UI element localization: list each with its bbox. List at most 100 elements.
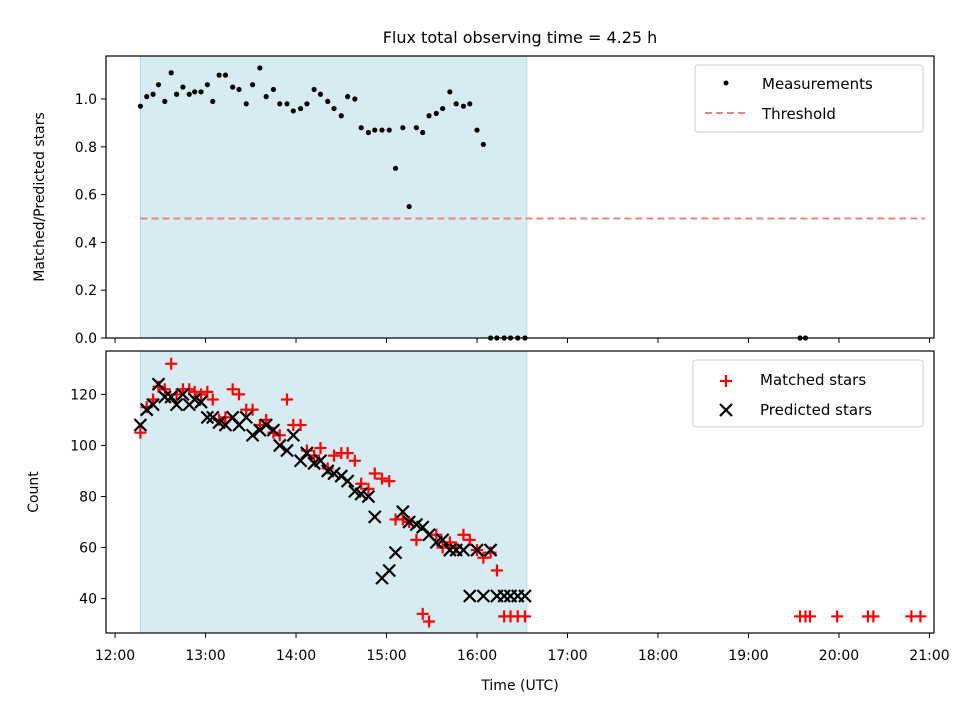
measurement-point: [290, 108, 296, 114]
measurement-point: [168, 70, 174, 76]
measurement-point: [400, 125, 406, 131]
predicted-point: [146, 397, 160, 412]
matched-point: [376, 472, 388, 485]
top-measurements: [137, 65, 809, 341]
bottom-ytick-label: 40: [79, 592, 97, 608]
top-ytick-label: 0.4: [75, 235, 97, 251]
predicted-point: [518, 589, 532, 603]
matched-point: [463, 533, 476, 546]
measurement-point: [137, 103, 143, 109]
matched-point: [383, 475, 396, 488]
measurement-point: [325, 98, 331, 105]
bottom-xtick-label: 17:00: [547, 648, 587, 664]
top-ytick-label: 0.2: [75, 283, 97, 299]
measurement-point: [243, 101, 249, 107]
measurement-point: [249, 82, 256, 88]
measurement-point: [474, 127, 480, 133]
predicted-point: [382, 563, 397, 578]
bottom-axes-frame: [105, 350, 935, 634]
matched-point: [348, 454, 361, 467]
measurement-point: [263, 94, 269, 100]
measurement-point: [198, 89, 204, 95]
top-ylabel: Matched/Predicted stars: [32, 112, 48, 282]
measurement-point: [420, 129, 426, 136]
predicted-point: [133, 418, 148, 432]
measurement-point: [230, 84, 236, 90]
measurement-point: [447, 89, 453, 95]
measurement-point: [365, 129, 372, 136]
measurement-point: [406, 203, 412, 210]
top-yticks: 0.0 0.2 0.4 0.6 0.8 1.0: [75, 92, 106, 347]
bottom-xtick-label: 12:00: [95, 648, 135, 664]
bottom-xtick-label: 20:00: [819, 648, 859, 664]
measurement-point: [180, 84, 186, 90]
matched-point: [294, 419, 307, 432]
predicted-point: [456, 543, 471, 557]
top-legend: Measurements Threshold: [694, 64, 924, 133]
matched-point: [423, 615, 436, 628]
predicted-point: [158, 390, 172, 404]
measurement-point: [162, 98, 168, 105]
predicted-point: [367, 510, 382, 524]
top-ytick-label: 0.6: [75, 188, 97, 204]
matched-point: [134, 426, 147, 439]
predicted-point: [245, 428, 260, 442]
legend-measurements-label: Measurements: [762, 75, 873, 93]
measurement-point: [150, 91, 156, 97]
measurement-point: [386, 127, 392, 133]
predicted-point: [462, 589, 477, 603]
measurement-point: [270, 86, 277, 93]
measurement-point: [155, 82, 162, 88]
bottom-axes: 40 60 80 100 120 12:00 13:00 14:00 15:00 16:00 17…: [26, 350, 950, 694]
predicted-point: [497, 589, 511, 603]
matched-point: [246, 403, 259, 416]
measurement-point: [317, 91, 324, 97]
predicted-point: [354, 487, 368, 501]
predicted-point: [280, 443, 294, 458]
measurement-point: [379, 127, 385, 133]
measurement-point: [480, 141, 486, 148]
top-ytick-label: 1.0: [75, 92, 97, 108]
matched-point: [457, 528, 470, 541]
bottom-xtick-label: 19:00: [728, 648, 768, 664]
bottom-predicted-points: [133, 377, 532, 603]
predicted-point: [266, 423, 281, 437]
measurement-point: [297, 105, 304, 112]
predicted-point: [402, 515, 416, 529]
legend-matched-marker: [720, 375, 732, 387]
legend-predicted-label: Predicted stars: [760, 401, 872, 419]
bottom-xtick-label: 18:00: [638, 648, 678, 664]
predicted-point: [476, 589, 491, 603]
predicted-point: [194, 395, 208, 409]
measurement-point: [460, 103, 467, 109]
matched-point: [490, 564, 503, 577]
legend-measurements-marker: [723, 80, 729, 86]
predicted-point: [396, 505, 410, 519]
predicted-point: [470, 543, 484, 557]
matched-point: [914, 610, 927, 623]
predicted-point: [483, 543, 498, 557]
matched-point: [804, 610, 817, 623]
legend-threshold-label: Threshold: [761, 105, 836, 123]
predicted-point: [313, 453, 328, 468]
bottom-ytick-label: 120: [70, 387, 97, 403]
bottom-ytick-label: 80: [79, 489, 97, 505]
measurement-point: [144, 94, 150, 100]
matched-point: [368, 467, 381, 480]
predicted-point: [388, 545, 403, 560]
predicted-point: [151, 377, 166, 391]
measurement-point: [311, 86, 317, 93]
measurement-point: [345, 94, 351, 100]
bottom-xtick-label: 16:00: [457, 648, 497, 664]
predicted-point: [164, 390, 178, 404]
matched-point: [328, 449, 341, 462]
predicted-point: [259, 418, 273, 432]
legend-matched-label: Matched stars: [760, 371, 866, 389]
measurement-point: [173, 91, 180, 97]
predicted-point: [361, 489, 376, 504]
matched-point: [341, 447, 354, 460]
predicted-point: [300, 446, 314, 460]
bottom-xtick-label: 14:00: [276, 648, 316, 664]
predicted-point: [443, 543, 457, 557]
top-axes-frame: [105, 55, 935, 339]
